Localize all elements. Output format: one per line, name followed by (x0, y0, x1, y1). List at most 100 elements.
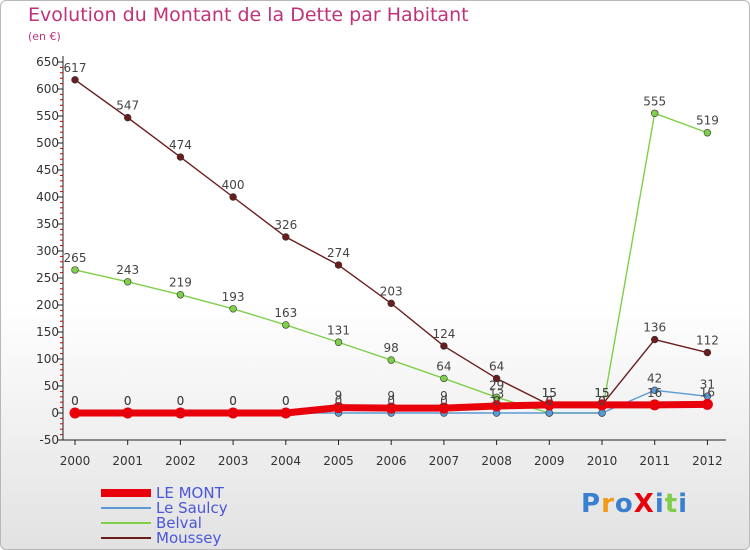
data-label-le-saulcy: 0 (282, 394, 290, 408)
logo-letter: r (601, 489, 615, 519)
data-label-le-mont: 0 (282, 394, 290, 408)
legend-swatch-le-saulcy (101, 507, 151, 509)
y-tick-label: 300 (36, 244, 59, 258)
data-point-moussey (387, 299, 395, 308)
data-label-belval: 64 (436, 359, 451, 373)
data-label-belval: 193 (222, 290, 245, 304)
data-label-belval: 131 (327, 323, 350, 337)
chart-title: Evolution du Montant de la Dette par Hab… (28, 4, 469, 26)
data-label-belval: 519 (696, 114, 719, 128)
data-label-moussey: 15 (542, 386, 557, 400)
data-label-le-saulcy: 0 (229, 394, 237, 408)
x-tick-label: 2011 (639, 454, 670, 468)
legend-swatch-belval (101, 522, 151, 524)
data-point-le-mont (69, 407, 81, 419)
data-point-le-mont (596, 399, 608, 411)
data-label-le-mont: 0 (177, 394, 185, 408)
data-point-le-saulcy (598, 409, 606, 417)
data-point-le-mont (543, 399, 555, 411)
data-point-le-mont (701, 398, 713, 410)
data-point-le-mont (280, 407, 292, 419)
y-tick-label: 150 (36, 325, 59, 339)
data-point-belval (176, 291, 185, 299)
y-tick-label: 250 (36, 271, 59, 285)
logo-letter: i (654, 489, 665, 519)
y-tick-label: 100 (36, 352, 59, 366)
data-label-le-mont: 16 (647, 386, 662, 400)
data-point-le-mont (438, 402, 450, 414)
logo-letter: i (678, 489, 689, 519)
data-point-moussey (123, 113, 132, 122)
logo-letter: o (614, 489, 634, 519)
data-label-moussey: 136 (643, 321, 666, 335)
legend-label-moussey: Moussey (156, 529, 222, 547)
data-label-le-mont: 9 (335, 389, 343, 403)
data-point-moussey (650, 335, 659, 344)
data-label-belval: 0 (598, 394, 606, 408)
data-point-le-mont (174, 407, 186, 419)
x-tick-label: 2008 (481, 454, 512, 468)
data-point-le-mont (333, 402, 344, 414)
y-tick-label: 400 (36, 190, 59, 204)
y-tick-label: 550 (36, 109, 59, 123)
x-tick-label: 2000 (60, 454, 91, 468)
data-label-le-mont: 0 (71, 394, 79, 408)
y-tick-label: 0 (51, 406, 59, 420)
legend-swatch-le-mont (101, 489, 151, 497)
y-tick-label: 200 (36, 298, 59, 312)
data-label-moussey: 203 (380, 284, 403, 298)
data-label-moussey: 112 (696, 334, 719, 348)
chart-unit-label: (en €) (28, 30, 61, 43)
data-label-belval: 219 (169, 276, 192, 290)
data-point-belval (123, 278, 132, 286)
data-label-le-saulcy: 0 (177, 394, 185, 408)
data-label-le-saulcy: 0 (387, 394, 395, 408)
data-label-le-saulcy: 0 (335, 394, 343, 408)
data-point-belval (334, 338, 343, 346)
data-point-moussey (334, 261, 343, 269)
data-label-moussey: 124 (432, 327, 455, 341)
x-tick-label: 2012 (692, 454, 723, 468)
x-tick-label: 2010 (587, 454, 618, 468)
data-label-le-mont: 9 (440, 389, 448, 403)
data-point-moussey (492, 374, 501, 383)
data-point-le-saulcy (650, 386, 659, 395)
data-point-moussey (282, 233, 290, 241)
data-label-le-saulcy: 0 (71, 394, 79, 408)
y-tick-label: 450 (36, 163, 59, 177)
data-point-belval (440, 374, 448, 383)
data-point-belval (703, 129, 712, 137)
proxiti-logo: ProXiti (581, 489, 688, 519)
data-point-le-mont (491, 400, 503, 412)
data-label-le-mont: 15 (542, 386, 557, 400)
data-point-belval (387, 356, 395, 364)
data-point-belval (282, 321, 290, 329)
x-tick-label: 2009 (534, 454, 565, 468)
data-label-le-mont: 15 (594, 386, 609, 400)
x-tick-label: 2007 (429, 454, 460, 468)
data-label-moussey: 474 (169, 138, 192, 152)
legend-label-le-saulcy: Le Saulcy (156, 499, 228, 517)
logo-letter: X (633, 489, 655, 519)
legend-swatch-moussey (101, 537, 151, 539)
data-point-belval (650, 109, 659, 118)
x-tick-label: 2002 (165, 454, 196, 468)
data-label-belval: 163 (274, 306, 297, 320)
data-label-moussey: 15 (594, 386, 609, 400)
data-label-moussey: 617 (64, 61, 87, 75)
x-tick-label: 2006 (376, 454, 407, 468)
x-tick-label: 2003 (218, 454, 249, 468)
y-tick-label: -50 (39, 433, 59, 447)
data-point-moussey (71, 76, 79, 84)
data-label-le-saulcy: 0 (598, 394, 606, 408)
data-label-moussey: 64 (489, 359, 504, 373)
legend-label-le-mont: LE MONT (156, 484, 224, 502)
data-label-moussey: 274 (327, 246, 350, 260)
data-label-belval: 29 (489, 378, 504, 392)
data-label-belval: 243 (116, 263, 139, 277)
data-label-le-mont: 13 (489, 387, 504, 401)
data-label-belval: 555 (643, 94, 666, 108)
y-tick-label: 500 (36, 136, 59, 150)
